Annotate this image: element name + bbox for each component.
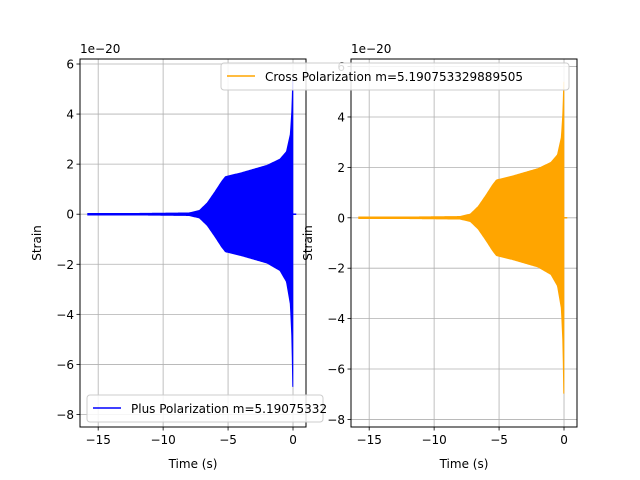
plus-legend-box — [86, 394, 324, 423]
cross-y-tick-label: 4 — [337, 110, 345, 124]
cross-y-tick-label: −6 — [327, 363, 345, 377]
plus-y-tick-label: 6 — [66, 58, 74, 72]
cross-x-tick-label: −5 — [490, 433, 508, 447]
plus-x-tick-label: −15 — [86, 433, 111, 447]
cross-x-tick-label: −15 — [357, 433, 382, 447]
cross-y-tick-label: −4 — [327, 312, 345, 326]
cross-y-tick-label: −8 — [327, 413, 345, 427]
plus-x-tick-label: −5 — [219, 433, 237, 447]
plus-polarization-waveform — [87, 79, 294, 387]
cross-polarization-waveform — [358, 81, 565, 394]
plus-y-tick-label: −4 — [56, 308, 74, 322]
plus-y-tick-label: 0 — [66, 208, 74, 222]
cross-x-ticks: −15 −10 −5 0 — [357, 427, 568, 447]
plus-x-axis-label: Time (s) — [168, 457, 218, 471]
plus-axes-frame — [79, 58, 307, 428]
plus-y-ticks: −8 −6 −4 −2 0 2 4 6 — [56, 58, 80, 422]
plus-y-tick-label: −8 — [56, 408, 74, 422]
cross-y-tick-label: −2 — [327, 262, 345, 276]
plus-offset-label: 1e−20 — [80, 42, 120, 56]
plus-legend: Plus Polarization m=5.19075332 — [86, 394, 327, 423]
plot-plus-polarization: −15 −10 −5 0 −8 −6 −4 −2 0 2 4 6 1e−20 Time (s) St… — [30, 42, 307, 471]
cross-legend: Cross Polarization m=5.190753329889505 — [220, 62, 570, 91]
plus-x-tick-label: 0 — [289, 433, 297, 447]
cross-x-axis-label: Time (s) — [439, 457, 489, 471]
cross-y-tick-label: 0 — [337, 211, 345, 225]
plus-y-axis-label: Strain — [30, 225, 44, 261]
cross-x-tick-label: −10 — [421, 433, 446, 447]
plus-y-tick-label: 2 — [66, 158, 74, 172]
cross-axes-frame — [350, 58, 578, 428]
cross-legend-box — [220, 62, 570, 91]
plus-y-tick-label: 4 — [66, 108, 74, 122]
plus-x-ticks: −15 −10 −5 0 — [86, 427, 297, 447]
plus-y-tick-label: −2 — [56, 258, 74, 272]
cross-y-tick-label: 2 — [337, 161, 345, 175]
plus-y-tick-label: −6 — [56, 358, 74, 372]
cross-offset-label: 1e−20 — [351, 42, 391, 56]
plus-legend-label: Plus Polarization m=5.19075332 — [131, 402, 327, 416]
plus-x-tick-label: −10 — [150, 433, 175, 447]
cross-y-axis-label: Strain — [301, 225, 315, 261]
cross-legend-label: Cross Polarization m=5.190753329889505 — [265, 70, 523, 84]
cross-x-tick-label: 0 — [560, 433, 568, 447]
